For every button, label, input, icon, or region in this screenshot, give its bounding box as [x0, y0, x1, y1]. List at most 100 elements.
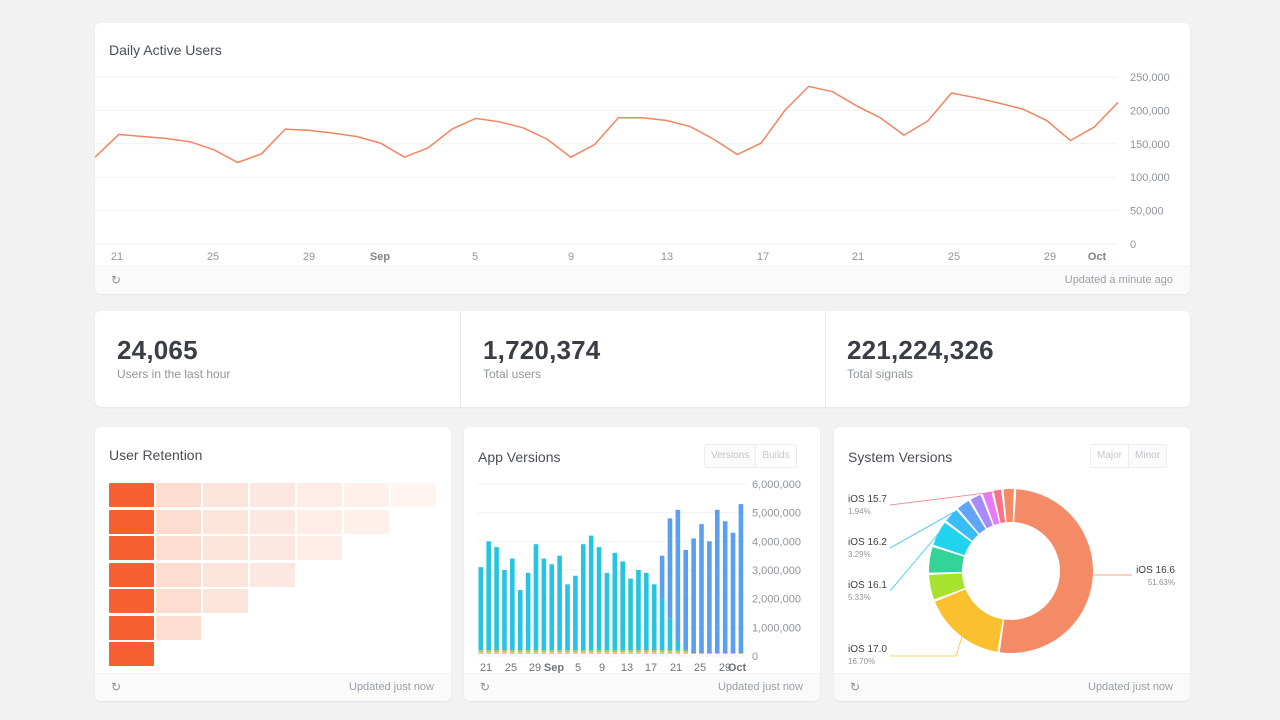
ios-17-0-pct: 16.70% [848, 657, 875, 666]
stat-label-total-users: Total users [483, 367, 542, 381]
bar-segment [573, 650, 578, 652]
refresh-icon[interactable]: ↻ [111, 680, 122, 694]
x-tick-label: 9 [599, 662, 605, 674]
pie-slice [929, 573, 966, 600]
bar-segment [667, 650, 673, 652]
bar-segment [541, 650, 547, 652]
bar-segment [604, 652, 610, 654]
dau-footer: ↻ Updated a minute ago [95, 266, 1190, 294]
bar-segment [612, 652, 618, 654]
pie-slice [929, 547, 965, 573]
retention-cell [297, 536, 342, 560]
x-tick-label: Oct [728, 662, 747, 674]
x-tick-label: 29 [529, 662, 541, 674]
bar-cyan [525, 572, 531, 650]
tab-builds[interactable]: Builds [755, 445, 795, 467]
x-tick-label: 9 [568, 251, 574, 263]
bar-blue [707, 541, 712, 654]
retention-cell [344, 483, 389, 507]
refresh-icon[interactable]: ↻ [850, 680, 861, 694]
retention-cell [250, 509, 295, 534]
retention-cell [109, 483, 154, 507]
dau-title: Daily Active Users [109, 42, 222, 58]
x-tick-label: 29 [1044, 251, 1056, 263]
bar-cyan [675, 641, 681, 650]
x-tick-label: Sep [544, 662, 564, 674]
bar-cyan [612, 552, 618, 650]
bar-blue [675, 509, 681, 642]
retention-cell [156, 536, 201, 560]
bar-cyan [494, 547, 499, 650]
bar-segment [667, 652, 673, 654]
bar-segment [510, 650, 515, 652]
tab-minor[interactable]: Minor [1128, 445, 1167, 467]
x-tick-label: 29 [719, 662, 731, 674]
bar-cyan [510, 558, 515, 650]
bar-cyan [596, 547, 602, 650]
retention-cell [203, 562, 248, 587]
bar-cyan [659, 598, 665, 650]
bar-cyan [644, 572, 649, 650]
bar-segment [675, 652, 681, 654]
pie-slice [934, 589, 1003, 652]
bar-cyan [502, 570, 507, 650]
bar-cyan [628, 578, 633, 650]
app-versions-footer: ↻ Updated just now [464, 673, 820, 701]
y-tick-label: 6,000,000 [752, 479, 801, 491]
y-tick-label: 100,000 [1130, 172, 1170, 184]
y-tick-label: 0 [1130, 239, 1136, 251]
retention-cell [109, 562, 154, 587]
bar-segment [510, 652, 515, 654]
bar-segment [525, 650, 531, 652]
ios-16-1-pct: 5.33% [848, 593, 871, 602]
retention-footer: ↻ Updated just now [95, 673, 451, 701]
bar-cyan [580, 544, 586, 650]
x-tick-label: 25 [505, 662, 517, 674]
retention-cell [156, 615, 201, 640]
retention-cell [109, 509, 154, 534]
ios-16-6-pct: 51.63% [1148, 578, 1175, 587]
bar-segment [549, 650, 555, 652]
ios-17-0-label: iOS 17.0 [848, 644, 887, 655]
refresh-icon[interactable]: ↻ [480, 680, 491, 694]
app-versions-tabs: Versions Builds [704, 444, 797, 468]
y-tick-label: 50,000 [1130, 206, 1164, 218]
system-versions-footer: ↻ Updated just now [834, 673, 1190, 701]
pie-slice [1003, 489, 1014, 523]
tab-versions[interactable]: Versions [705, 445, 756, 467]
x-tick-label: 17 [757, 251, 769, 263]
bar-segment [565, 650, 570, 652]
app-versions-card: App Versions Versions Builds 6,000,000 5,… [464, 427, 820, 701]
leader-line [889, 511, 955, 549]
ios-16-1-label: iOS 16.1 [848, 580, 887, 591]
bar-cyan [565, 584, 570, 650]
bar-cyan [573, 575, 578, 650]
bar-blue [730, 532, 736, 654]
bar-blue [714, 509, 720, 654]
retention-cell [391, 483, 436, 507]
bar-segment [644, 650, 649, 652]
pie-slice [957, 500, 986, 534]
bar-segment [612, 650, 618, 652]
x-tick-label: 17 [645, 662, 657, 674]
retention-cell [250, 483, 295, 507]
x-tick-label: 13 [621, 662, 633, 674]
retention-cell [203, 589, 248, 613]
refresh-icon[interactable]: ↻ [111, 273, 122, 287]
app-versions-updated: Updated just now [718, 681, 803, 693]
bar-segment [494, 650, 499, 652]
x-tick-label: 5 [472, 251, 478, 263]
ios-16-2-pct: 3.29% [848, 550, 871, 559]
bar-cyan [588, 535, 594, 650]
retention-cell [203, 536, 248, 560]
x-tick-label: 21 [111, 251, 123, 263]
bar-segment [525, 652, 531, 654]
bar-segment [588, 650, 594, 652]
tab-major[interactable]: Major [1097, 450, 1123, 461]
bar-segment [659, 650, 665, 652]
pie-slice [982, 491, 1000, 525]
ios-15-7-label: iOS 15.7 [848, 494, 887, 505]
bar-segment [494, 652, 499, 654]
retention-cell [156, 589, 201, 613]
stats-divider [460, 311, 461, 407]
